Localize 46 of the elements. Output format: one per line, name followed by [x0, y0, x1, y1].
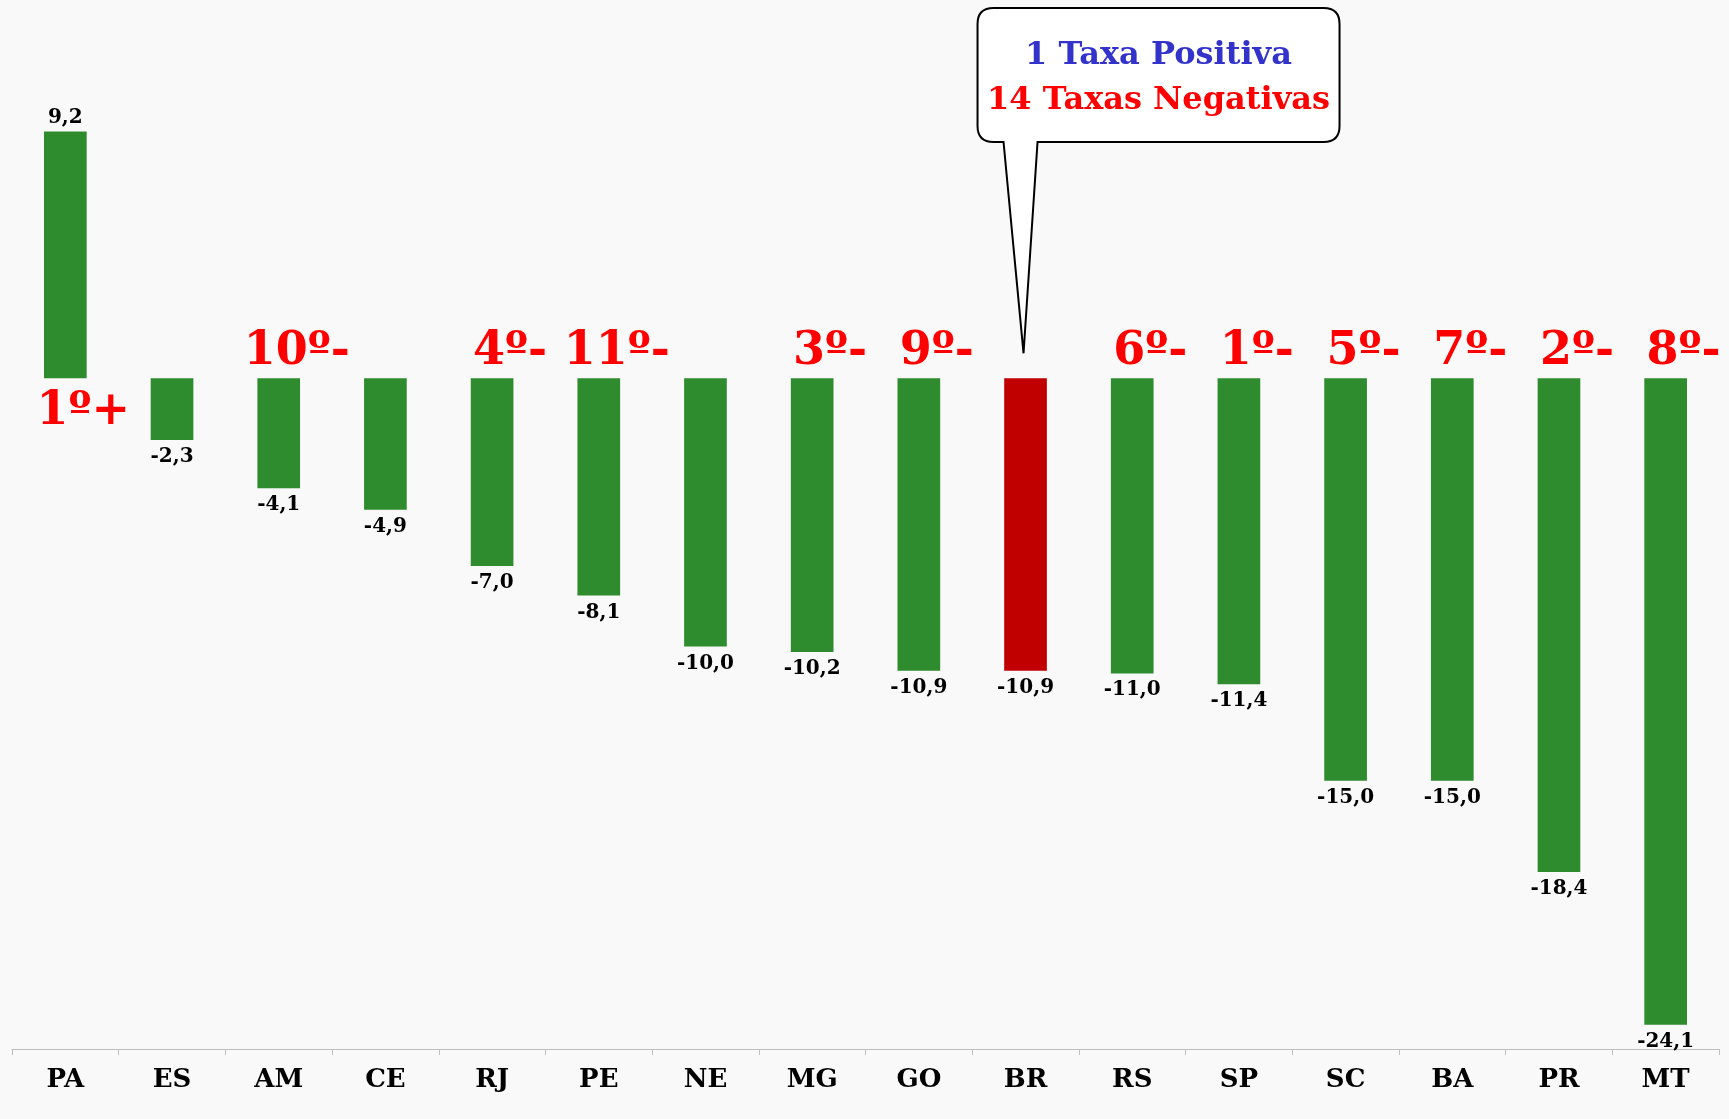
x-tick-label: NE: [683, 1063, 728, 1093]
data-label: -4,9: [363, 512, 407, 537]
annotation: 10º-: [243, 321, 350, 376]
annotation: 7º-: [1433, 321, 1508, 376]
data-label: -15,0: [1423, 783, 1481, 808]
data-label: -8,1: [577, 598, 621, 623]
annotation: 1º+: [36, 381, 131, 436]
x-tick-label: ES: [152, 1063, 192, 1093]
x-tick-label: RJ: [475, 1063, 510, 1093]
data-label: -15,0: [1317, 783, 1375, 808]
x-tick-label: PE: [579, 1063, 619, 1093]
x-tick-label: PA: [46, 1063, 86, 1093]
data-label: -11,0: [1103, 676, 1161, 701]
data-label: -7,0: [470, 569, 514, 594]
data-label: 9,2: [47, 104, 83, 129]
annotation: 5º-: [1326, 321, 1401, 376]
x-tick-label: BR: [1003, 1063, 1048, 1093]
x-tick-label: SC: [1325, 1063, 1366, 1093]
annotation: 3º-: [793, 321, 868, 376]
x-tick-label: MG: [786, 1063, 838, 1093]
data-label: -24,1: [1637, 1027, 1695, 1052]
data-label: -2,3: [150, 442, 194, 467]
data-label: -10,9: [890, 673, 948, 698]
x-tick-label: MT: [1641, 1063, 1691, 1093]
annotation: 1º-: [1219, 321, 1294, 376]
x-tick-label: AM: [253, 1063, 304, 1093]
annotation: 8º-: [1646, 321, 1721, 376]
annotation: 4º-: [473, 321, 548, 376]
data-label: -10,2: [783, 654, 841, 679]
annotation: 9º-: [899, 321, 974, 376]
annotation: 11º-: [563, 321, 670, 376]
data-label: -18,4: [1530, 874, 1588, 899]
x-tick-label: SP: [1219, 1063, 1259, 1093]
data-label: -10,9: [997, 673, 1055, 698]
x-tick-label: GO: [896, 1063, 942, 1093]
x-tick-label: CE: [365, 1063, 406, 1093]
text: 14 Taxas Negativas: [986, 79, 1331, 117]
x-tick-label: RS: [1112, 1063, 1153, 1093]
text: 1 Taxa Positiva: [1025, 34, 1292, 72]
annotation: 2º-: [1539, 321, 1615, 376]
annotation: 6º-: [1113, 321, 1188, 376]
x-tick-label: PR: [1538, 1063, 1580, 1093]
x-tick-label: BA: [1431, 1063, 1475, 1093]
data-label: -4,1: [257, 491, 301, 516]
data-label: -10,0: [676, 649, 734, 674]
data-label: -11,4: [1210, 687, 1268, 712]
